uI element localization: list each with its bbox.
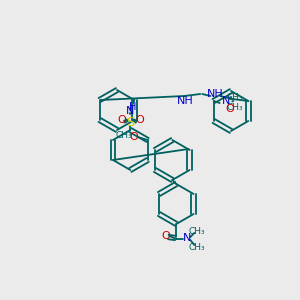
Text: NH: NH [207, 89, 224, 99]
Text: O: O [129, 132, 138, 142]
Text: O: O [161, 231, 170, 241]
Text: N: N [183, 233, 191, 243]
Text: H: H [129, 102, 136, 112]
Text: O: O [117, 115, 126, 125]
Text: N: N [221, 96, 230, 106]
Text: CH₃: CH₃ [115, 131, 132, 140]
Text: CH₃: CH₃ [226, 103, 243, 112]
Text: NH: NH [177, 96, 194, 106]
Text: CH₃: CH₃ [188, 226, 205, 236]
Text: CH₃: CH₃ [188, 242, 205, 251]
Text: N: N [126, 106, 134, 116]
Text: O: O [225, 104, 234, 114]
Text: O: O [135, 115, 144, 125]
Text: S: S [126, 116, 134, 128]
Text: CH₃: CH₃ [226, 94, 243, 103]
